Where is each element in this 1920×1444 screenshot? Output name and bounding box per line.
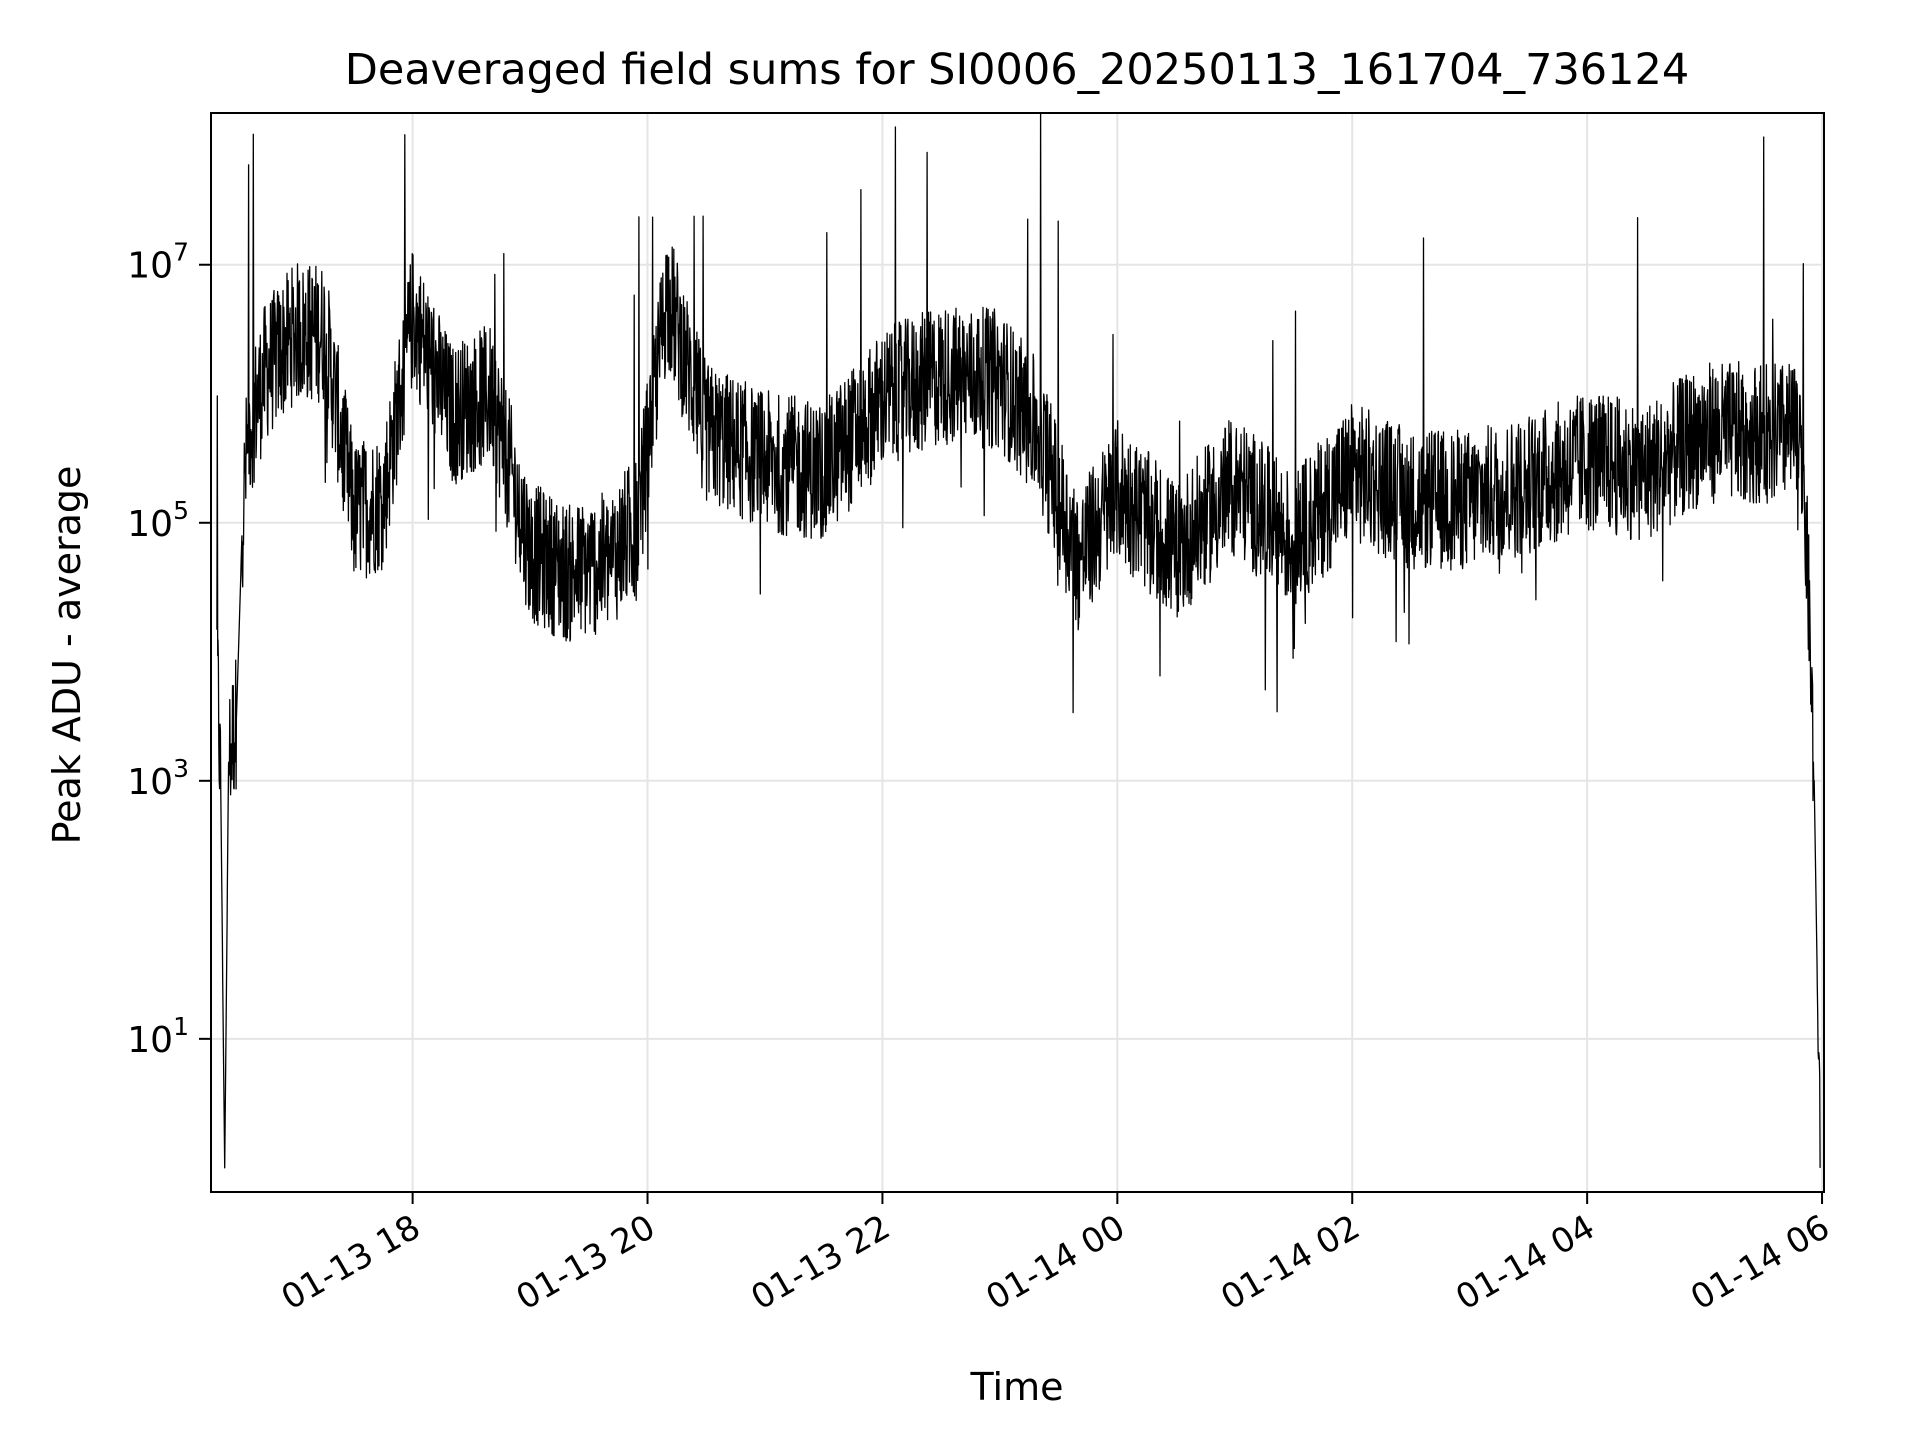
y-tick-label: 103 xyxy=(127,754,189,803)
y-tick-label: 105 xyxy=(127,496,189,545)
plot-area-frame xyxy=(210,112,1825,1193)
data-line xyxy=(216,113,1821,1169)
y-tick-label: 101 xyxy=(127,1012,189,1061)
y-tick-label: 107 xyxy=(127,238,189,287)
x-axis-label: Time xyxy=(970,1365,1064,1409)
data-line-layer xyxy=(216,113,1821,1169)
chart-title: Deaveraged field sums for SI0006_2025011… xyxy=(345,45,1690,95)
y-axis-label: Peak ADU - average xyxy=(45,466,89,845)
